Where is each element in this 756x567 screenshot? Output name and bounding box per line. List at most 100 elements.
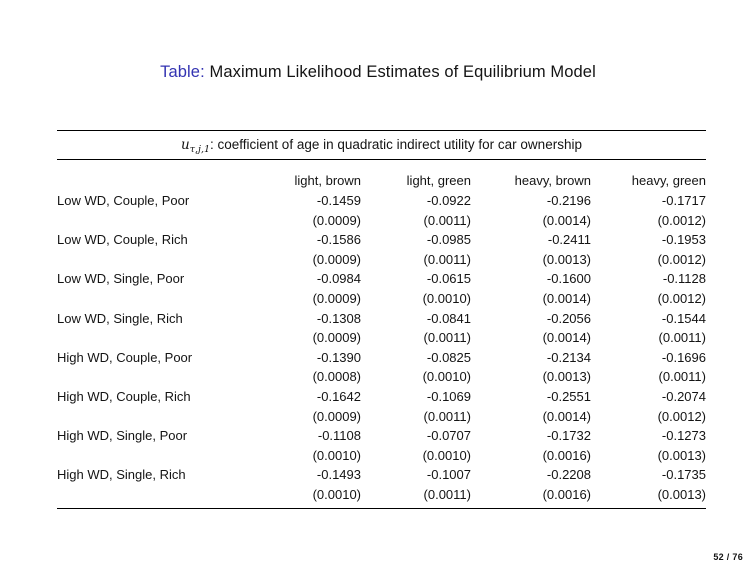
column-header: heavy, green xyxy=(631,173,706,188)
stderr-cell: (0.0012) xyxy=(657,251,706,267)
stderr-cell: (0.0014) xyxy=(542,212,591,228)
stderr-cell: (0.0014) xyxy=(542,408,591,424)
table-row-se: (0.0009) (0.0011) (0.0014) (0.0012) xyxy=(57,211,706,231)
estimate-cell: -0.1308 xyxy=(316,310,361,326)
stderr-cell: (0.0011) xyxy=(423,486,471,502)
estimate-cell: -0.0985 xyxy=(426,232,471,248)
stderr-cell: (0.0011) xyxy=(658,369,706,385)
stderr-cell: (0.0011) xyxy=(423,251,471,267)
title-text: Maximum Likelihood Estimates of Equilibr… xyxy=(209,63,596,81)
title-prefix: Table: xyxy=(160,63,205,81)
stderr-cell: (0.0012) xyxy=(657,408,706,424)
table-row-se: (0.0009) (0.0010) (0.0014) (0.0012) xyxy=(57,289,706,309)
estimate-cell: -0.0825 xyxy=(426,349,471,365)
estimate-cell: -0.2208 xyxy=(546,467,591,483)
stderr-cell: (0.0009) xyxy=(312,408,361,424)
row-label: Low WD, Single, Rich xyxy=(57,310,183,326)
row-label: High WD, Couple, Rich xyxy=(57,388,191,404)
row-label-empty xyxy=(57,407,247,427)
estimate-cell: -0.0707 xyxy=(426,428,471,444)
table-row-se: (0.0009) (0.0011) (0.0014) (0.0012) xyxy=(57,407,706,427)
estimate-cell: -0.1735 xyxy=(661,467,706,483)
row-label: Low WD, Couple, Rich xyxy=(57,232,188,248)
estimate-cell: -0.2411 xyxy=(547,232,591,248)
table-row: High WD, Single, Poor -0.1108 -0.0707 -0… xyxy=(57,426,706,446)
table-caption: uτ,j,1: coefficient of age in quadratic … xyxy=(57,131,706,160)
stderr-cell: (0.0009) xyxy=(312,330,361,346)
table-row: Low WD, Single, Rich -0.1308 -0.0841 -0.… xyxy=(57,309,706,329)
estimate-cell: -0.1459 xyxy=(316,193,361,208)
estimate-cell: -0.1390 xyxy=(316,349,361,365)
table-row: Low WD, Single, Poor -0.0984 -0.0615 -0.… xyxy=(57,269,706,289)
stderr-cell: (0.0012) xyxy=(657,212,706,228)
row-label: High WD, Couple, Poor xyxy=(57,349,193,365)
row-label-empty xyxy=(57,485,247,505)
estimate-cell: -0.1069 xyxy=(426,388,471,404)
table-row-se: (0.0008) (0.0010) (0.0013) (0.0011) xyxy=(57,367,706,387)
row-label-empty xyxy=(57,289,247,309)
column-header: light, green xyxy=(406,173,471,188)
row-label-empty xyxy=(57,367,247,387)
stderr-cell: (0.0009) xyxy=(312,212,361,228)
stderr-cell: (0.0014) xyxy=(542,290,591,306)
row-label: High WD, Single, Poor xyxy=(57,428,188,444)
table-row-se: (0.0009) (0.0011) (0.0013) (0.0012) xyxy=(57,250,706,270)
column-header-row: light, brown light, green heavy, brown h… xyxy=(57,160,706,191)
table-row-se: (0.0009) (0.0011) (0.0014) (0.0011) xyxy=(57,328,706,348)
stderr-cell: (0.0009) xyxy=(312,251,361,267)
stderr-cell: (0.0010) xyxy=(422,447,471,463)
data-table: light, brown light, green heavy, brown h… xyxy=(57,160,706,505)
stderr-cell: (0.0014) xyxy=(542,330,591,346)
estimate-cell: -0.1717 xyxy=(661,193,706,208)
stderr-cell: (0.0008) xyxy=(312,369,361,385)
estimate-cell: -0.0615 xyxy=(426,271,471,287)
estimate-cell: -0.2134 xyxy=(546,349,591,365)
estimate-cell: -0.0922 xyxy=(426,193,471,208)
table-row: High WD, Single, Rich -0.1493 -0.1007 -0… xyxy=(57,465,706,485)
row-label: Low WD, Single, Poor xyxy=(57,271,185,287)
table-row-se: (0.0010) (0.0010) (0.0016) (0.0013) xyxy=(57,446,706,466)
estimate-cell: -0.1493 xyxy=(316,467,361,483)
stderr-cell: (0.0012) xyxy=(657,290,706,306)
page-title: Table: Maximum Likelihood Estimates of E… xyxy=(0,63,756,82)
caption-math-subscript: τ,j,1 xyxy=(189,144,211,155)
stderr-cell: (0.0010) xyxy=(422,369,471,385)
stderr-cell: (0.0009) xyxy=(312,290,361,306)
row-label-empty xyxy=(57,211,247,231)
stderr-cell: (0.0013) xyxy=(657,447,706,463)
column-header: light, brown xyxy=(294,173,361,188)
row-label-empty xyxy=(57,446,247,466)
page-number: 52 / 76 xyxy=(713,552,743,562)
row-label-empty xyxy=(57,328,247,348)
stderr-cell: (0.0010) xyxy=(312,486,361,502)
stderr-cell: (0.0013) xyxy=(657,486,706,502)
caption-math-var: u xyxy=(181,137,190,153)
stderr-cell: (0.0011) xyxy=(423,408,471,424)
table-row: High WD, Couple, Rich -0.1642 -0.1069 -0… xyxy=(57,387,706,407)
estimates-table: uτ,j,1: coefficient of age in quadratic … xyxy=(57,130,706,509)
estimate-cell: -0.1696 xyxy=(661,349,706,365)
estimate-cell: -0.1642 xyxy=(316,388,361,404)
estimate-cell: -0.1586 xyxy=(316,232,361,248)
caption-text: : coefficient of age in quadratic indire… xyxy=(210,137,582,152)
stderr-cell: (0.0011) xyxy=(423,330,471,346)
estimate-cell: -0.2056 xyxy=(546,310,591,326)
stderr-cell: (0.0011) xyxy=(658,330,706,346)
stderr-cell: (0.0016) xyxy=(542,486,591,502)
row-label: Low WD, Couple, Poor xyxy=(57,193,190,208)
estimate-cell: -0.2196 xyxy=(546,193,591,208)
row-label: High WD, Single, Rich xyxy=(57,467,186,483)
stderr-cell: (0.0013) xyxy=(542,369,591,385)
estimate-cell: -0.1600 xyxy=(546,271,591,287)
estimate-cell: -0.1108 xyxy=(317,428,361,444)
stderr-cell: (0.0016) xyxy=(542,447,591,463)
column-header-empty xyxy=(57,160,247,191)
estimate-cell: -0.1007 xyxy=(426,467,471,483)
stderr-cell: (0.0010) xyxy=(312,447,361,463)
table-row: Low WD, Couple, Poor -0.1459 -0.0922 -0.… xyxy=(57,191,706,211)
table-row: High WD, Couple, Poor -0.1390 -0.0825 -0… xyxy=(57,348,706,368)
estimate-cell: -0.2551 xyxy=(546,388,591,404)
estimate-cell: -0.0841 xyxy=(426,310,471,326)
stderr-cell: (0.0010) xyxy=(422,290,471,306)
row-label-empty xyxy=(57,250,247,270)
